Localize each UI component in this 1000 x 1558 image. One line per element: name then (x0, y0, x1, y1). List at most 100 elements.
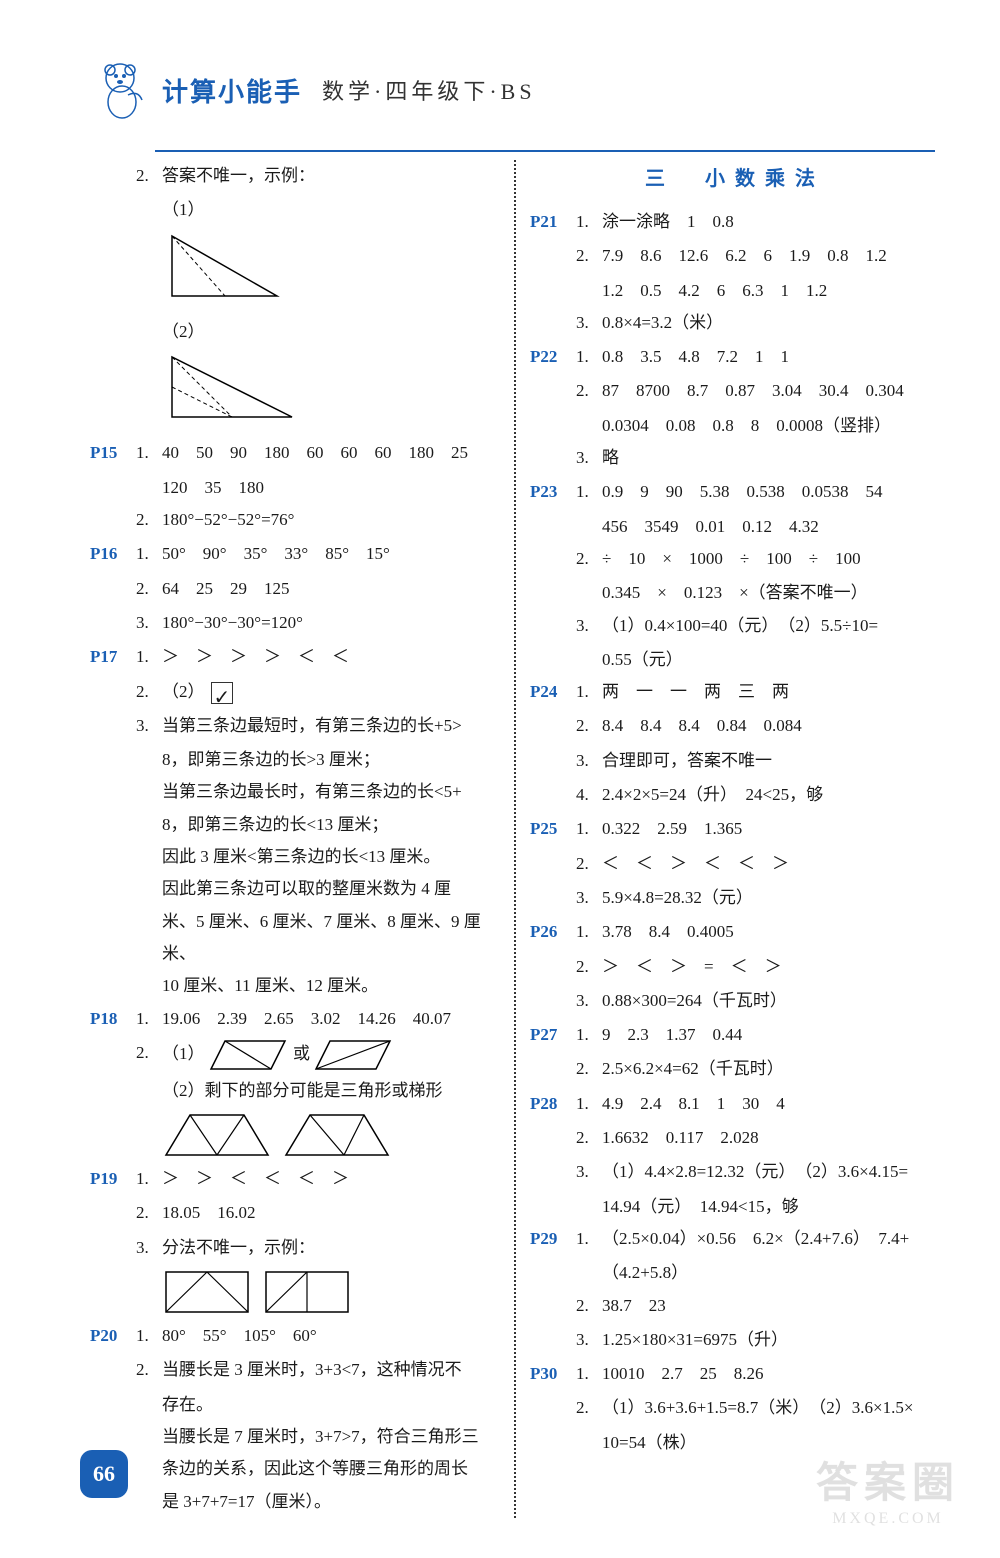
qnum: 3. (576, 985, 602, 1017)
text: 8，即第三条边的长<13 厘米； (90, 809, 500, 841)
text: 64 25 29 125 (162, 573, 500, 605)
text: 14.94（元） 14.94<15，够 (530, 1191, 940, 1223)
text: 50° 90° 35° 33° 85° 15° (162, 538, 500, 570)
text: 120 35 180 (90, 472, 500, 504)
text: （4.2+5.8） (530, 1257, 940, 1289)
text: 10010 2.7 25 8.26 (602, 1358, 940, 1390)
rect-split-1 (162, 1268, 252, 1316)
qnum: 2. (136, 504, 162, 536)
qnum: 1. (576, 1223, 602, 1255)
text: （1）3.6+3.6+1.5=8.7（米） （2）3.6×1.5× (602, 1392, 940, 1424)
page-number-badge: 66 (80, 1450, 128, 1498)
text: 因此 3 厘米<第三条边的长<13 厘米。 (90, 841, 500, 873)
text: 0.8 3.5 4.8 7.2 1 1 (602, 341, 940, 373)
qnum: 1. (136, 1163, 162, 1195)
label: （1） (162, 200, 205, 219)
title-main: 计算小能手 (162, 72, 302, 109)
page-ref: P15 (90, 437, 136, 469)
qnum: 2. (576, 1053, 602, 1085)
text: 180°−30°−30°=120° (162, 607, 500, 639)
qnum: 2. (576, 848, 602, 880)
text: 涂一涂略 1 0.8 (602, 206, 940, 238)
content-columns: 2.答案不唯一，示例： （1） （2） P151.40 50 90 180 60… (90, 160, 940, 1518)
qnum: 1. (576, 1088, 602, 1120)
parallelogram-1 (209, 1037, 289, 1073)
checkbox-icon (211, 682, 233, 704)
text: 180°−52°−52°=76° (162, 504, 500, 536)
text: 米、5 厘米、6 厘米、7 厘米、8 厘米、9 厘米、 (90, 906, 500, 971)
text: 9 2.3 1.37 0.44 (602, 1019, 940, 1051)
page-ref: P27 (530, 1019, 576, 1051)
text: 40 50 90 180 60 60 60 180 25 (162, 437, 500, 469)
text: 10 厘米、11 厘米、12 厘米。 (90, 970, 500, 1002)
text: 0.8×4=3.2（米） (602, 307, 940, 339)
qnum: 2. (576, 240, 602, 272)
text: （1）0.4×100=40（元） （2）5.5÷10= (602, 610, 940, 642)
qnum: 3. (136, 607, 162, 639)
text: 当第三条边最长时，有第三条边的长<5+ (90, 776, 500, 808)
text: 0.0304 0.08 0.8 8 0.0008（竖排） (530, 410, 940, 442)
qnum: 2. (136, 676, 162, 708)
text: 3.78 8.4 0.4005 (602, 916, 940, 948)
qnum: 1. (576, 1358, 602, 1390)
page-ref: P19 (90, 1163, 136, 1195)
text: （1） 或 (162, 1037, 500, 1073)
parallelogram-2 (314, 1037, 394, 1073)
label: （1） (162, 1044, 205, 1063)
text: （2.5×0.04）×0.56 6.2×（2.4+7.6） 7.4+ (602, 1223, 940, 1255)
qnum: 1. (136, 641, 162, 673)
qnum: 2. (576, 543, 602, 575)
qnum: 1. (576, 676, 602, 708)
header-rule (155, 150, 935, 152)
text: 7.9 8.6 12.6 6.2 6 1.9 0.8 1.2 (602, 240, 940, 272)
qnum: 1. (576, 813, 602, 845)
page-ref: P20 (90, 1320, 136, 1352)
qnum: 1. (136, 1320, 162, 1352)
page-ref: P23 (530, 476, 576, 508)
qnum: 3. (576, 882, 602, 914)
text: （2） (162, 676, 500, 708)
text: 当腰长是 3 厘米时，3+3<7，这种情况不 (162, 1354, 500, 1386)
text: 2.5×6.2×4=62（千瓦时） (602, 1053, 940, 1085)
watermark-url: MXQE.COM (816, 1510, 960, 1528)
bear-icon (100, 60, 150, 120)
qnum: 1. (576, 1019, 602, 1051)
text: 略 (602, 442, 940, 474)
text: 两 一 一 两 三 两 (602, 676, 940, 708)
qnum: 4. (576, 779, 602, 811)
right-column: 三 小数乘法 P211.涂一涂略 1 0.8 2.7.9 8.6 12.6 6.… (514, 160, 940, 1518)
page-ref: P25 (530, 813, 576, 845)
text: 0.345 × 0.123 ×（答案不唯一） (530, 577, 940, 609)
text: 存在。 (90, 1389, 500, 1421)
text: ＞ ＞ ＞ ＞ ＜ ＜ (162, 641, 500, 673)
text: 8.4 8.4 8.4 0.84 0.084 (602, 710, 940, 742)
page-ref: P17 (90, 641, 136, 673)
label: （2） (162, 322, 205, 341)
qnum: 1. (136, 1003, 162, 1035)
text: 18.05 16.02 (162, 1197, 500, 1229)
qnum: 2. (576, 951, 602, 983)
qnum: 1. (136, 538, 162, 570)
trapezoid-1 (162, 1111, 272, 1159)
text: 1.6632 0.117 2.028 (602, 1122, 940, 1154)
page-ref: P24 (530, 676, 576, 708)
text: 是 3+7+7=17（厘米）。 (90, 1486, 500, 1518)
qnum: 2. (576, 1290, 602, 1322)
page-ref: P29 (530, 1223, 576, 1255)
qnum: 3. (576, 1156, 602, 1188)
qnum: 2. (576, 1122, 602, 1154)
text: 1.25×180×31=6975（升） (602, 1324, 940, 1356)
rect-split-2 (262, 1268, 352, 1316)
qnum: 2. (576, 710, 602, 742)
page-ref: P28 (530, 1088, 576, 1120)
text: 19.06 2.39 2.65 3.02 14.26 40.07 (162, 1003, 500, 1035)
text: （1）4.4×2.8=12.32（元） （2）3.6×4.15= (602, 1156, 940, 1188)
qnum: 3. (576, 1324, 602, 1356)
text: 2.4×2×5=24（升） 24<25，够 (602, 779, 940, 811)
text: ＞ ＞ ＜ ＜ ＜ ＞ (162, 1163, 500, 1195)
label: （2） (162, 682, 205, 701)
text: 4.9 2.4 8.1 1 30 4 (602, 1088, 940, 1120)
qnum: 1. (576, 476, 602, 508)
title-sub: 数学·四年级下·BS (322, 74, 536, 106)
text: 0.9 9 90 5.38 0.538 0.0538 54 (602, 476, 940, 508)
